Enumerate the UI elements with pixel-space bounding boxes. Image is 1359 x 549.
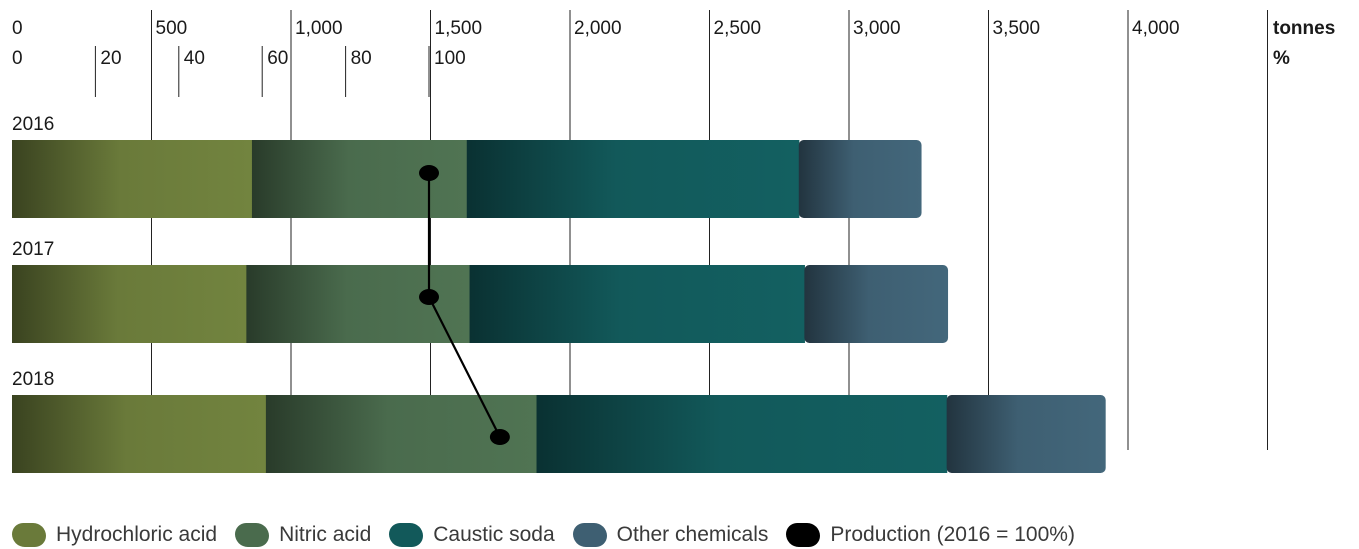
gridlines [151, 10, 1268, 450]
legend-other-chemicals: Other chemicals [572, 523, 769, 547]
tonnes-tick-label: 4,000 [1132, 18, 1180, 39]
percent-tick-label: 0 [12, 48, 23, 69]
legend-swatch [786, 523, 821, 547]
year-label: 2017 [12, 239, 54, 260]
percent-tick-label: 60 [267, 48, 288, 69]
legend-hydrochloric-acid: Hydrochloric acid [12, 523, 217, 547]
bar-segment [466, 140, 800, 218]
bar-segment [804, 265, 949, 343]
tonnes-tick-label: 2,000 [574, 18, 622, 39]
year-label: 2016 [12, 114, 54, 135]
tonnes-tick-label: 3,500 [993, 18, 1041, 39]
legend-swatch [235, 523, 270, 547]
percent-tick-label: 80 [351, 48, 372, 69]
percent-tick-label: 100 [434, 48, 466, 69]
production-marker [419, 289, 439, 305]
percent-unit-label: % [1273, 48, 1290, 69]
legend-label: Hydrochloric acid [56, 523, 218, 546]
legend-caustic-soda: Caustic soda [389, 523, 555, 547]
legend-label: Nitric acid [279, 523, 372, 546]
bar-segment [12, 265, 247, 343]
bar-segment [12, 395, 267, 473]
tonnes-tick-label: 500 [156, 18, 188, 39]
year-label: 2018 [12, 369, 54, 390]
bar-row-2016 [12, 140, 922, 218]
bar-row-2017 [12, 265, 949, 343]
percent-tick-label: 40 [184, 48, 205, 69]
tonnes-tick-label: 1,500 [435, 18, 483, 39]
legend-label: Other chemicals [616, 523, 769, 546]
tonnes-tick-label: 3,000 [853, 18, 901, 39]
year-labels: 2016 2017 2018 [12, 114, 54, 390]
bar-segment [246, 265, 471, 343]
tonnes-tick-label: 0 [12, 18, 23, 39]
bar-segment [12, 140, 253, 218]
legend-production: Production (2016 = 100%) [786, 523, 1075, 547]
legend-swatch [12, 523, 46, 547]
production-marker [489, 429, 510, 445]
legend-swatch [389, 523, 424, 547]
production-marker [419, 165, 439, 181]
bar-row-2018 [12, 395, 1106, 473]
bar-segment [469, 265, 805, 343]
tonnes-unit-label: tonnes [1273, 18, 1335, 39]
axis-ticks: 0 500 1,000 1,500 2,000 2,500 3,000 3,500 4,000 0… [12, 18, 1335, 97]
legend-nitric-acid: Nitric acid [235, 523, 371, 547]
stacked-bar-chart: 0 500 1,000 1,500 2,000 2,500 3,000 3,500 4,000 0… [12, 10, 1335, 473]
legend-label: Production (2016 = 100%) [830, 523, 1075, 546]
legend: Hydrochloric acid Nitric acid Caustic so… [12, 521, 1093, 549]
production-line [419, 165, 510, 445]
bars [12, 140, 1106, 473]
bar-segment [946, 395, 1106, 473]
bar-segment [536, 395, 948, 473]
bar-segment [798, 140, 922, 218]
percent-tick-label: 20 [100, 48, 121, 69]
tonnes-tick-label: 2,500 [714, 18, 762, 39]
legend-label: Caustic soda [433, 523, 555, 546]
legend-swatch [572, 523, 607, 547]
tonnes-tick-label: 1,000 [295, 18, 343, 39]
